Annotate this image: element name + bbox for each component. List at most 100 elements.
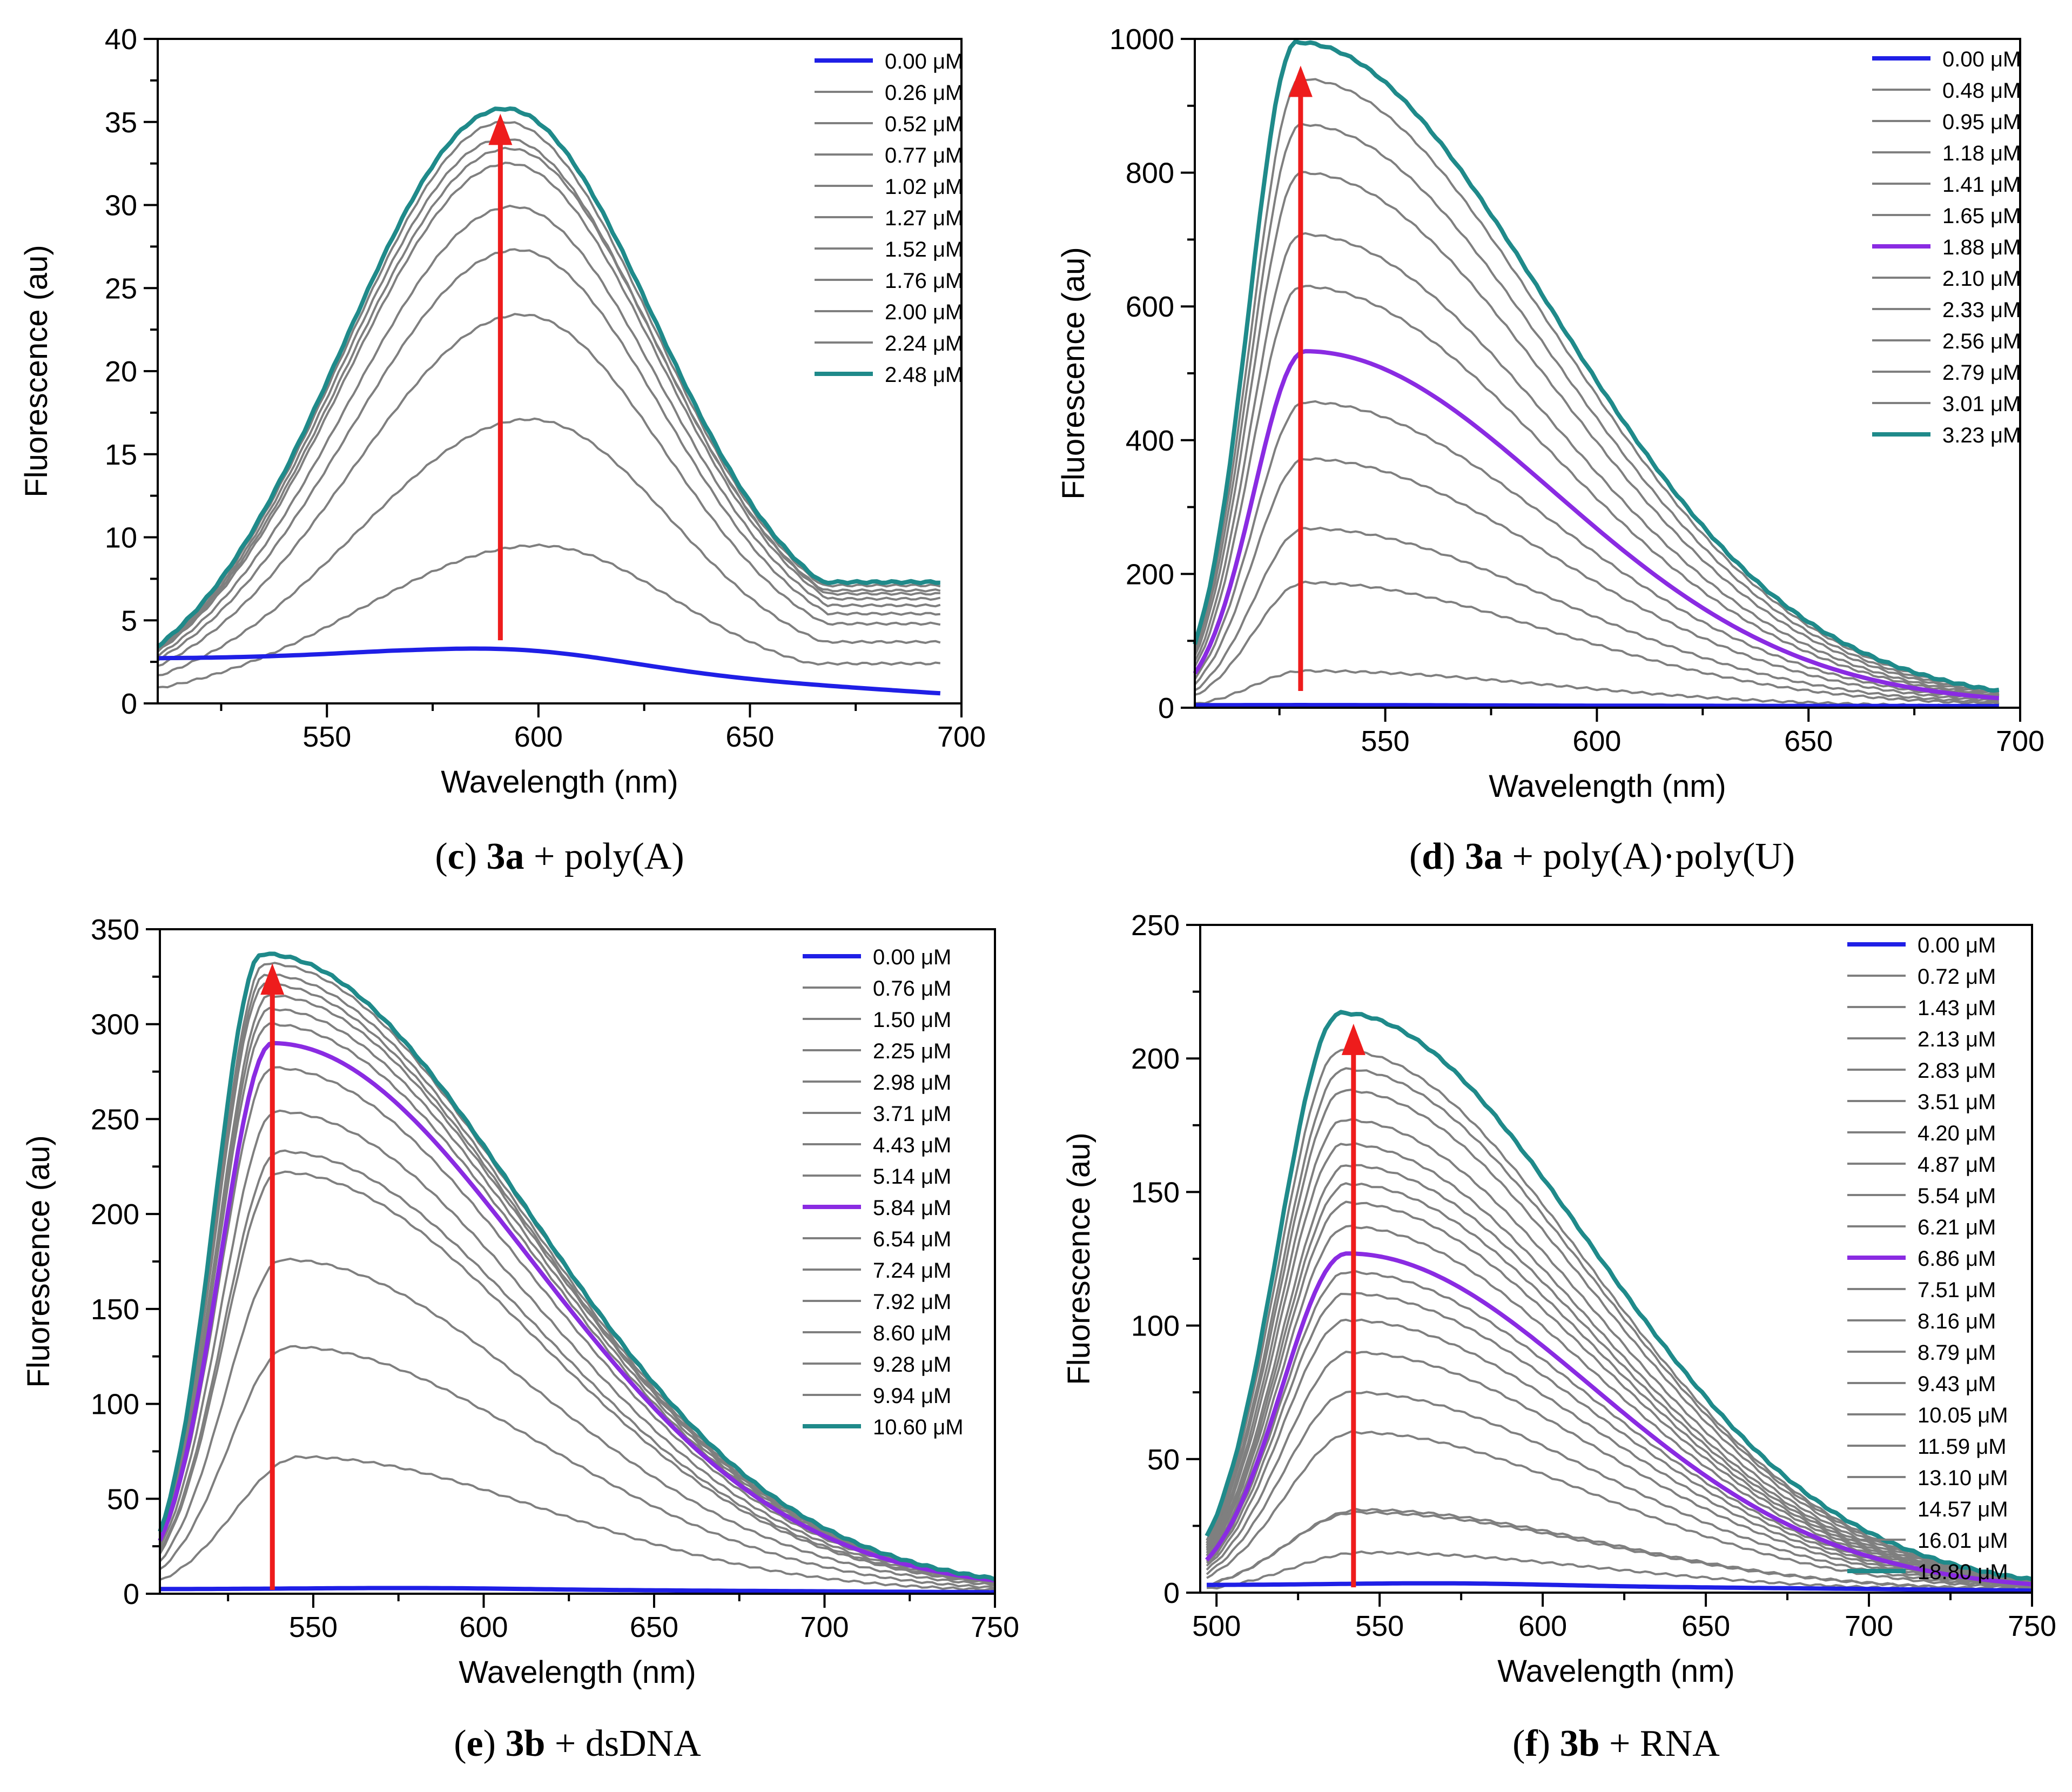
series-line-2 xyxy=(157,543,941,689)
series-line-9 xyxy=(158,1041,995,1583)
panel-caption: (f) 3b + RNA xyxy=(1512,1723,1720,1764)
chart-panel-4: 500 550 600 650 700 750 0 50 100 150 200 250 Wavelen… xyxy=(1061,909,2056,1764)
legend-entry: 0.00 μM xyxy=(885,50,963,73)
series-line-4 xyxy=(1207,1508,2033,1592)
series-line-11 xyxy=(1205,1251,2033,1587)
y-axis-label: Fluorescence (au) xyxy=(19,245,54,497)
axis-ticks: 550 600 650 700 0 200 400 600 800 1000 xyxy=(1109,23,2044,757)
y-tick-label: 200 xyxy=(1131,1043,1180,1075)
legend-entry: 10.05 μM xyxy=(1918,1404,2008,1427)
series-line-12 xyxy=(1194,77,2000,693)
series-line-21 xyxy=(1205,1010,2033,1582)
series-line-14 xyxy=(1206,1182,2033,1584)
legend-entry: 6.21 μM xyxy=(1918,1216,1996,1239)
increase-arrow-head xyxy=(1288,65,1313,97)
series-line-9 xyxy=(1206,1292,2033,1587)
series-group xyxy=(1205,1010,2033,1593)
legend-entry: 2.10 μM xyxy=(1942,267,2021,291)
legend-entry: 10.60 μM xyxy=(873,1415,964,1439)
series-line-13 xyxy=(1206,1200,2033,1585)
y-tick-label: 15 xyxy=(105,439,137,471)
legend-entry: 9.94 μM xyxy=(873,1384,951,1408)
series-line-9 xyxy=(1194,232,2000,697)
legend-entry: 0.95 μM xyxy=(1942,110,2021,134)
panel-caption: (c) 3a + poly(A) xyxy=(435,836,684,877)
caption-rest: + poly(A)·poly(U) xyxy=(1503,836,1795,877)
caption-rest: + dsDNA xyxy=(545,1723,701,1764)
plot-frame xyxy=(157,38,963,704)
x-tick-label: 600 xyxy=(459,1611,508,1643)
legend-entry: 2.24 μM xyxy=(885,332,963,355)
legend-entry: 0.00 μM xyxy=(1942,48,2021,71)
caption-letter: c xyxy=(448,836,465,877)
series-line-10 xyxy=(157,120,941,648)
series-line-19 xyxy=(1206,1067,2033,1582)
y-axis-label: Fluorescence (au) xyxy=(21,1135,56,1387)
y-tick-label: 25 xyxy=(105,272,137,305)
legend-entry: 1.52 μM xyxy=(885,238,963,261)
legend-entry: 9.43 μM xyxy=(1918,1372,1996,1396)
series-line-18 xyxy=(1206,1089,2033,1583)
legend-entry: 1.41 μM xyxy=(1942,173,2021,197)
caption-close: ) xyxy=(1443,836,1465,877)
x-axis-label: Wavelength (nm) xyxy=(1489,769,1726,804)
x-axis-label: Wavelength (nm) xyxy=(1497,1654,1734,1689)
series-line-8 xyxy=(157,146,940,650)
legend-entry: 2.56 μM xyxy=(1942,330,2021,353)
axis-ticks: 550 600 650 700 750 0 50 100 150 200 250 300 350 xyxy=(91,914,1019,1643)
legend-entry: 4.20 μM xyxy=(1918,1122,1996,1145)
y-tick-label: 100 xyxy=(1131,1310,1180,1343)
legend-entry: 0.72 μM xyxy=(1918,965,1996,989)
y-tick-label: 100 xyxy=(91,1388,139,1421)
legend-entry: 3.71 μM xyxy=(873,1102,951,1126)
increase-arrow-head xyxy=(260,963,285,995)
y-tick-label: 250 xyxy=(91,1103,139,1136)
legend-entry: 14.57 μM xyxy=(1918,1498,2008,1521)
series-line-9 xyxy=(157,137,941,649)
y-tick-label: 800 xyxy=(1126,157,1174,190)
series-line-14 xyxy=(159,974,995,1580)
series-line-8 xyxy=(1206,1318,2033,1587)
series-line-5 xyxy=(157,248,940,662)
chart-panel-2: 550 600 650 700 0 200 400 600 800 1000 Wavelength … xyxy=(1056,23,2044,877)
x-tick-label: 600 xyxy=(514,721,563,753)
legend-entry: 4.43 μM xyxy=(873,1133,951,1157)
series-line-4 xyxy=(1194,527,2000,705)
series-line-11 xyxy=(156,106,940,649)
series-line-7 xyxy=(159,1109,995,1583)
y-tick-label: 200 xyxy=(91,1198,139,1231)
legend: 0.00 μM 0.26 μM 0.52 μM 0.77 μM 1.02 μM 1.27 … xyxy=(815,50,963,387)
increase-arrow-head xyxy=(488,113,513,145)
x-tick-label: 550 xyxy=(1355,1610,1404,1642)
legend-entry: 7.51 μM xyxy=(1918,1278,1996,1302)
caption-open: ( xyxy=(1409,836,1422,877)
legend-entry: 5.14 μM xyxy=(873,1165,951,1189)
legend-entry: 1.02 μM xyxy=(885,175,963,199)
x-tick-label: 600 xyxy=(1518,1610,1567,1642)
series-line-8 xyxy=(159,1066,995,1582)
legend-entry: 1.50 μM xyxy=(873,1008,951,1032)
series-line-2 xyxy=(1194,669,2000,708)
caption-compound: 3b xyxy=(505,1723,545,1764)
panel-caption: (e) 3b + dsDNA xyxy=(454,1723,701,1764)
series-group xyxy=(1193,39,2000,708)
y-tick-label: 10 xyxy=(105,522,137,554)
legend-entry: 8.60 μM xyxy=(873,1321,951,1345)
y-tick-label: 300 xyxy=(91,1009,139,1041)
x-tick-label: 550 xyxy=(302,721,351,753)
legend-entry: 2.79 μM xyxy=(1942,361,2021,385)
legend-entry: 4.87 μM xyxy=(1918,1153,1996,1177)
y-tick-label: 50 xyxy=(1147,1444,1180,1476)
series-line-16 xyxy=(1206,1142,2033,1584)
legend-entry: 0.00 μM xyxy=(1918,934,1996,957)
legend-entry: 7.92 μM xyxy=(873,1290,951,1314)
caption-rest: + poly(A) xyxy=(524,836,684,877)
x-tick-label: 500 xyxy=(1192,1610,1241,1642)
y-tick-label: 350 xyxy=(91,914,139,946)
y-axis-label: Fluorescence (au) xyxy=(1061,1132,1096,1385)
series-line-6 xyxy=(1206,1390,2033,1589)
series-line-1 xyxy=(158,646,941,696)
series-line-3 xyxy=(1194,580,2000,706)
y-tick-label: 0 xyxy=(121,688,137,720)
